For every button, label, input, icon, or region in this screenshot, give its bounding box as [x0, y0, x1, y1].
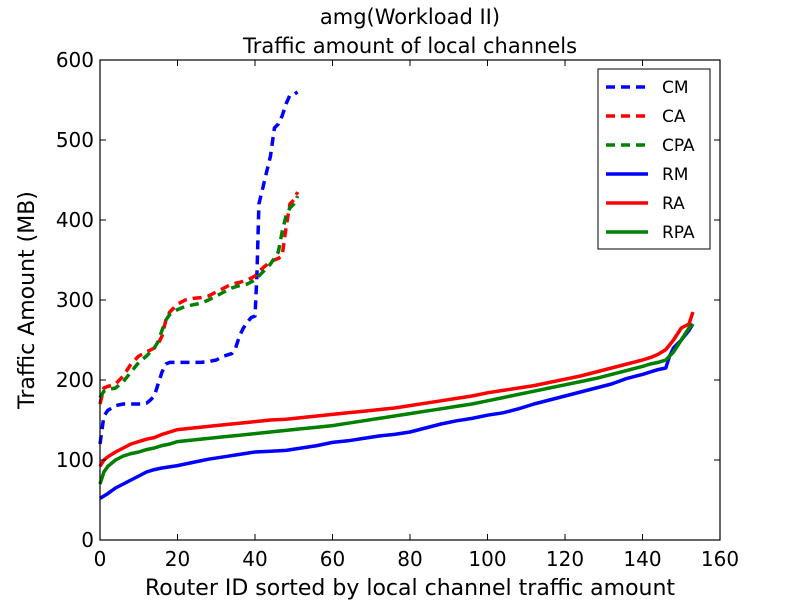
- legend-label-rpa: RPA: [662, 223, 695, 243]
- chart-subtitle: Traffic amount of local channels: [242, 34, 577, 58]
- y-tick-label: 0: [81, 528, 94, 552]
- legend-label-cpa: CPA: [662, 136, 695, 156]
- series-line-cm: [98, 90, 299, 445]
- x-tick-label: 40: [242, 547, 267, 571]
- y-tick-label: 500: [56, 128, 94, 152]
- series-line-ca: [98, 191, 300, 405]
- y-axis-title: Traffic Amount (MB): [15, 191, 40, 410]
- x-tick-label: 60: [320, 547, 345, 571]
- y-tick-label: 600: [56, 48, 94, 72]
- y-tick-label: 200: [56, 368, 94, 392]
- legend-label-ra: RA: [662, 194, 685, 214]
- y-tick-label: 300: [56, 288, 94, 312]
- legend: CM CA CPA RM RA RPA: [597, 68, 711, 250]
- legend-items: CM CA CPA RM RA RPA: [606, 78, 695, 243]
- axis-ticks: 0 20 40 60 80 100 120 140 160 0 100 200 300 400 500 600: [56, 48, 739, 571]
- legend-label-ca: CA: [662, 107, 686, 127]
- legend-label-rm: RM: [662, 165, 688, 185]
- x-tick-label: 20: [165, 547, 190, 571]
- series-line-rpa: [98, 322, 695, 485]
- x-tick-label: 80: [397, 547, 422, 571]
- x-tick-label: 100: [468, 547, 506, 571]
- y-tick-label: 100: [56, 448, 94, 472]
- series-line-ra: [98, 311, 695, 468]
- y-tick-label: 400: [56, 208, 94, 232]
- legend-label-cm: CM: [662, 78, 689, 98]
- x-tick-label: 120: [546, 547, 584, 571]
- legend-box: [597, 68, 711, 250]
- x-tick-label: 160: [701, 547, 739, 571]
- series-layer: [98, 90, 695, 500]
- x-tick-label: 0: [94, 547, 107, 571]
- series-line-cpa: [98, 195, 300, 399]
- chart-title: amg(Workload II): [320, 5, 500, 29]
- series-line-rm: [99, 323, 695, 500]
- x-tick-label: 140: [623, 547, 661, 571]
- x-axis-title: Router ID sorted by local channel traffi…: [145, 576, 675, 600]
